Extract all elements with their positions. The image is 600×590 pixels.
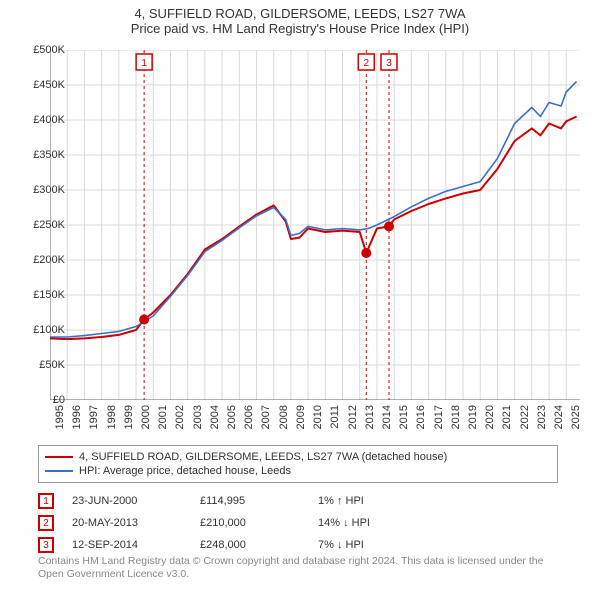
tx-date-3: 12-SEP-2014 (72, 539, 182, 551)
y-tick-label: £500K (20, 44, 65, 56)
svg-text:3: 3 (386, 58, 392, 69)
table-row: 3 12-SEP-2014 £248,000 7% ↓ HPI (38, 534, 558, 556)
footer-attribution: Contains HM Land Registry data © Crown c… (38, 555, 558, 581)
transaction-table: 1 23-JUN-2000 £114,995 1% ↑ HPI 2 20-MAY… (38, 490, 558, 556)
x-tick-label: 2006 (243, 405, 255, 429)
x-tick-label: 2008 (278, 405, 290, 429)
tx-diff-1: 1% ↑ HPI (318, 495, 438, 507)
tx-marker-1: 1 (38, 493, 54, 509)
table-row: 1 23-JUN-2000 £114,995 1% ↑ HPI (38, 490, 558, 512)
y-tick-label: £300K (20, 184, 65, 196)
tx-price-3: £248,000 (200, 539, 300, 551)
svg-text:1: 1 (141, 58, 147, 69)
y-tick-label: £150K (20, 289, 65, 301)
x-tick-label: 2024 (553, 405, 565, 429)
x-tick-label: 2000 (140, 405, 152, 429)
legend-label-property: 4, SUFFIELD ROAD, GILDERSOME, LEEDS, LS2… (79, 451, 447, 463)
y-tick-label: £400K (20, 114, 65, 126)
x-tick-label: 2010 (312, 405, 324, 429)
chart-title: 4, SUFFIELD ROAD, GILDERSOME, LEEDS, LS2… (0, 0, 600, 36)
y-tick-label: £250K (20, 219, 65, 231)
x-tick-label: 2014 (381, 405, 393, 429)
x-tick-label: 2001 (157, 405, 169, 429)
x-tick-label: 1999 (123, 405, 135, 429)
y-tick-label: £450K (20, 79, 65, 91)
x-tick-label: 2016 (415, 405, 427, 429)
title-line-1: 4, SUFFIELD ROAD, GILDERSOME, LEEDS, LS2… (0, 6, 600, 21)
x-tick-label: 2002 (174, 405, 186, 429)
x-tick-label: 2005 (226, 405, 238, 429)
x-tick-label: 2017 (433, 405, 445, 429)
x-tick-label: 1997 (88, 405, 100, 429)
x-tick-label: 2023 (536, 405, 548, 429)
chart-svg: 1 2 3 (50, 50, 580, 400)
x-tick-label: 2012 (347, 405, 359, 429)
x-tick-label: 2018 (450, 405, 462, 429)
x-tick-label: 1998 (106, 405, 118, 429)
tx-date-1: 23-JUN-2000 (72, 495, 182, 507)
tx-marker-3: 3 (38, 537, 54, 553)
x-tick-label: 2021 (501, 405, 513, 429)
legend-item-property: 4, SUFFIELD ROAD, GILDERSOME, LEEDS, LS2… (45, 450, 551, 464)
x-tick-label: 2009 (295, 405, 307, 429)
x-tick-label: 2022 (519, 405, 531, 429)
chart-plot-area: 1 2 3 (50, 50, 580, 400)
x-tick-label: 2013 (364, 405, 376, 429)
tx-marker-2: 2 (38, 515, 54, 531)
y-tick-label: £350K (20, 149, 65, 161)
legend-swatch-property (45, 456, 73, 458)
x-tick-label: 2003 (192, 405, 204, 429)
x-tick-label: 2011 (329, 405, 341, 429)
tx-price-1: £114,995 (200, 495, 300, 507)
svg-text:2: 2 (363, 58, 369, 69)
tx-price-2: £210,000 (200, 517, 300, 529)
y-tick-label: £50K (20, 359, 65, 371)
legend-label-hpi: HPI: Average price, detached house, Leed… (79, 465, 291, 477)
x-tick-label: 2004 (209, 405, 221, 429)
x-tick-label: 2019 (467, 405, 479, 429)
x-tick-label: 2015 (398, 405, 410, 429)
legend: 4, SUFFIELD ROAD, GILDERSOME, LEEDS, LS2… (38, 445, 558, 483)
tx-diff-2: 14% ↓ HPI (318, 517, 438, 529)
title-line-2: Price paid vs. HM Land Registry's House … (0, 21, 600, 36)
x-tick-label: 2025 (570, 405, 582, 429)
table-row: 2 20-MAY-2013 £210,000 14% ↓ HPI (38, 512, 558, 534)
x-tick-label: 1996 (71, 405, 83, 429)
x-tick-label: 2007 (260, 405, 272, 429)
legend-item-hpi: HPI: Average price, detached house, Leed… (45, 464, 551, 478)
tx-diff-3: 7% ↓ HPI (318, 539, 438, 551)
tx-date-2: 20-MAY-2013 (72, 517, 182, 529)
x-tick-label: 1995 (54, 405, 66, 429)
y-tick-label: £200K (20, 254, 65, 266)
legend-swatch-hpi (45, 470, 73, 472)
x-tick-label: 2020 (484, 405, 496, 429)
y-tick-label: £100K (20, 324, 65, 336)
